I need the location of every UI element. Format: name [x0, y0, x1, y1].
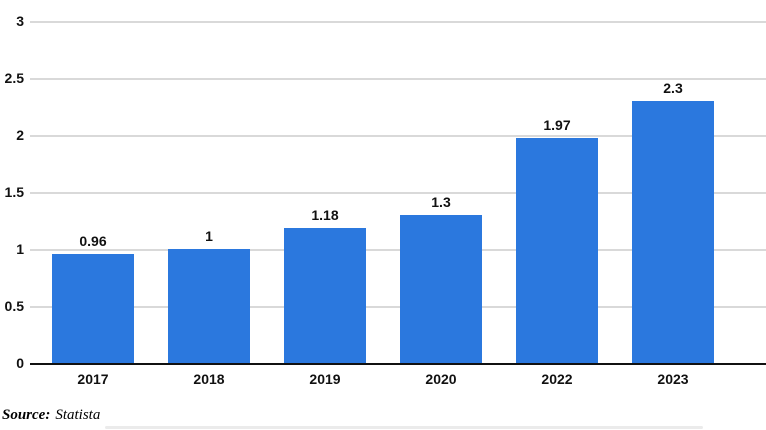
bar — [168, 249, 250, 363]
bar-value-label: 2.3 — [663, 80, 683, 96]
gridline — [30, 249, 766, 251]
bar-value-label: 0.96 — [79, 233, 107, 249]
bar — [632, 101, 714, 363]
bar-value-label: 1.97 — [543, 117, 571, 133]
y-axis-tick-label: 2 — [16, 127, 24, 143]
y-axis-tick-label: 0 — [16, 355, 24, 371]
gridline — [30, 21, 766, 23]
x-axis-tick-label: 2017 — [77, 371, 109, 387]
y-axis-tick-label: 1.5 — [4, 184, 24, 200]
x-axis-tick-label: 2022 — [541, 371, 573, 387]
source-attribution: Source: Statista — [2, 406, 100, 425]
source-name: Statista — [55, 407, 101, 423]
bar — [516, 138, 598, 363]
y-axis-tick-label: 0.5 — [4, 298, 24, 314]
bar — [52, 254, 134, 363]
x-axis-tick-label: 2023 — [657, 371, 689, 387]
source-label: Source: — [2, 407, 51, 423]
bar-value-label: 1 — [205, 228, 213, 244]
bar — [400, 215, 482, 363]
bar — [284, 228, 366, 363]
bar-value-label: 1.3 — [431, 194, 451, 210]
gridline — [30, 306, 766, 308]
bar-value-label: 1.18 — [311, 207, 339, 223]
x-axis-tick-label: 2019 — [309, 371, 341, 387]
y-axis-tick-label: 2.5 — [4, 70, 24, 86]
gridline — [30, 192, 766, 194]
y-axis-tick-label: 3 — [16, 13, 24, 29]
x-axis-tick-label: 2018 — [193, 371, 225, 387]
y-axis-tick-label: 1 — [16, 241, 24, 257]
x-axis-line — [30, 363, 766, 365]
horizontal-scrollbar-thumb[interactable] — [105, 426, 703, 429]
x-axis-tick-label: 2020 — [425, 371, 457, 387]
gridline — [30, 78, 766, 80]
gridline — [30, 135, 766, 137]
